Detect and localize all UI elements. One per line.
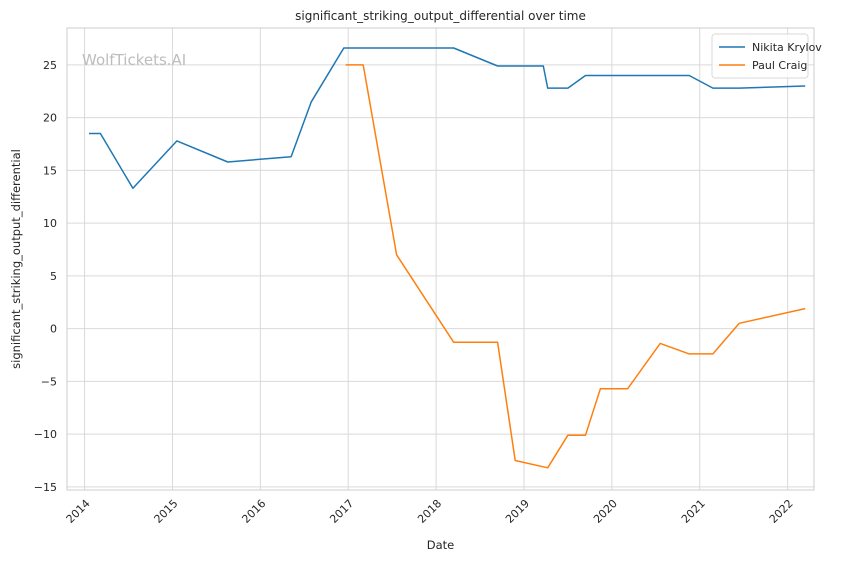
y-tick-label: −10	[34, 428, 57, 441]
series-line-0	[89, 47, 806, 190]
y-tick-label: 5	[50, 270, 57, 283]
y-tick-label: 15	[43, 164, 57, 177]
y-axis-title: significant_striking_output_differential	[9, 149, 23, 369]
legend: Nikita Krylov Paul Craig	[711, 33, 822, 79]
plot-frame	[66, 27, 815, 491]
y-tick-label: 20	[43, 112, 57, 125]
series-line-1	[345, 64, 806, 469]
y-tick-label: 0	[50, 323, 57, 336]
legend-label-0: Nikita Krylov	[752, 41, 822, 54]
y-tick-labels: −15 −10 −5 0 5 10 15 20 25	[34, 59, 57, 494]
y-tick-label: 25	[43, 59, 57, 72]
y-tick-label: 10	[43, 217, 57, 230]
chart-title: significant_striking_output_differential…	[295, 9, 586, 23]
y-tick-label: −15	[34, 481, 57, 494]
x-axis-title: Date	[427, 538, 455, 552]
series	[89, 47, 806, 469]
legend-label-1: Paul Craig	[752, 59, 807, 72]
legend-box	[711, 33, 809, 79]
y-tick-label: −5	[41, 375, 57, 388]
grid	[67, 28, 814, 490]
watermark: WolfTickets.AI	[82, 51, 186, 69]
